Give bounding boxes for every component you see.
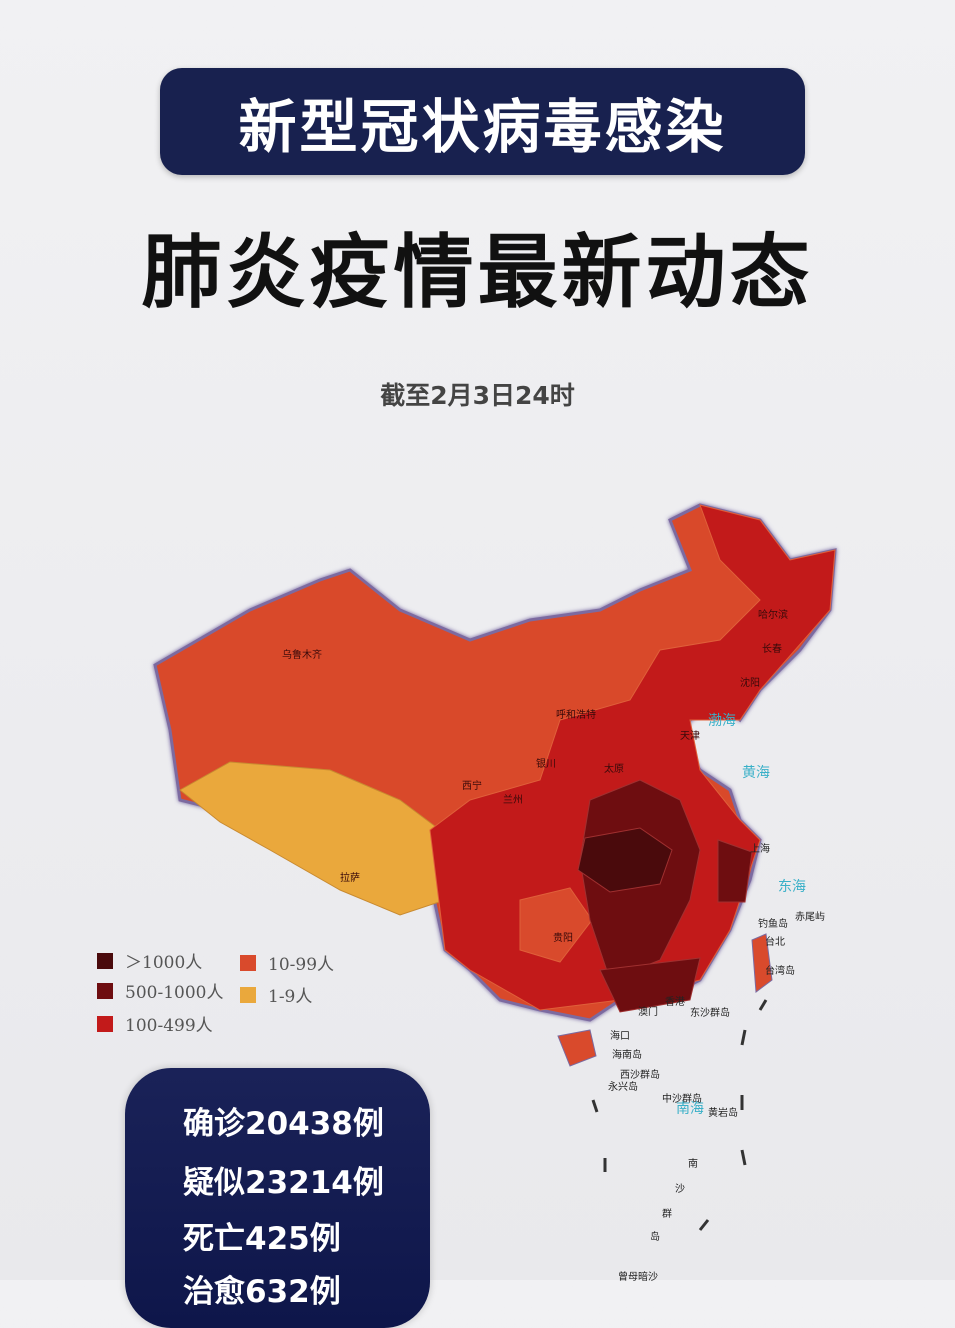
region-guizhou <box>519 887 593 963</box>
city-label: 天津 <box>680 731 700 742</box>
confirmed-count: 确诊20438例 <box>183 1106 384 1142</box>
island-label: 黄岩岛 <box>708 1108 738 1119</box>
sea-label: 南海 <box>676 1101 704 1117</box>
city-label: 台北 <box>765 937 785 948</box>
region-hubei <box>577 827 673 893</box>
date-text: 截至2月3日24时 <box>380 381 575 410</box>
legend-swatch <box>97 952 113 969</box>
legend-swatch <box>97 982 113 999</box>
cured-count: 治愈632例 <box>183 1274 341 1310</box>
legend-item: 1-9人 <box>240 982 312 1007</box>
island-label: 曾母暗沙 <box>618 1272 658 1283</box>
city-label: 贵阳 <box>553 933 573 944</box>
city-label: 长春 <box>762 644 782 655</box>
city-label: 上海 <box>750 844 770 855</box>
city-label: 乌鲁木齐 <box>282 650 322 661</box>
city-label: 西宁 <box>462 781 482 792</box>
subtitle: 肺炎疫情最新动态 <box>141 226 814 319</box>
sea-label: 黄海 <box>742 765 770 781</box>
city-label: 哈尔滨 <box>758 610 788 621</box>
legend-item: 100-499人 <box>97 1011 213 1036</box>
legend-item: 10-99人 <box>240 950 334 975</box>
suspected-count: 疑似23214例 <box>183 1165 384 1201</box>
island-label: 赤尾屿 <box>795 912 825 923</box>
island-label: 沙 <box>675 1184 685 1195</box>
city-label: 拉萨 <box>340 873 360 884</box>
region-zhejiang <box>717 839 753 903</box>
title-banner: 新型冠状病毒感染 <box>160 68 805 175</box>
legend-swatch <box>240 986 256 1003</box>
city-label: 澳门 <box>638 1007 658 1018</box>
legend-swatch <box>97 1015 113 1032</box>
island-label: 中沙群岛 <box>662 1094 702 1105</box>
legend-item: ＞1000人 <box>97 948 202 973</box>
island-label: 钓鱼岛 <box>758 919 788 930</box>
region-hainan <box>557 1029 597 1067</box>
island-label: 海南岛 <box>612 1050 642 1061</box>
city-label: 兰州 <box>503 795 523 806</box>
title: 新型冠状病毒感染 <box>238 92 727 161</box>
city-label: 沈阳 <box>740 678 760 689</box>
legend-item: 500-1000人 <box>97 978 223 1003</box>
region-taiwan <box>751 933 773 993</box>
island-label: 永兴岛 <box>608 1082 638 1093</box>
sea-label: 东海 <box>778 879 806 895</box>
city-label: 海口 <box>610 1031 630 1042</box>
china-map <box>153 503 837 1231</box>
island-label: 群 <box>662 1209 672 1220</box>
city-label: 银川 <box>536 759 556 770</box>
region-guangdong <box>599 957 701 1013</box>
sea-label: 渤海 <box>708 713 736 729</box>
city-label: 香港 <box>665 997 685 1008</box>
stats-box: 确诊20438例 疑似23214例 死亡425例 治愈632例 <box>125 1068 430 1328</box>
city-label: 太原 <box>604 764 624 775</box>
island-label: 岛 <box>650 1232 660 1243</box>
nine-dash-line <box>591 999 768 1231</box>
legend-swatch <box>240 954 256 971</box>
city-label: 呼和浩特 <box>556 710 596 721</box>
death-count: 死亡425例 <box>183 1221 341 1257</box>
island-label: 南 <box>688 1159 698 1170</box>
island-label: 东沙群岛 <box>690 1008 730 1019</box>
island-label: 西沙群岛 <box>620 1070 660 1081</box>
island-label: 台湾岛 <box>765 966 795 977</box>
